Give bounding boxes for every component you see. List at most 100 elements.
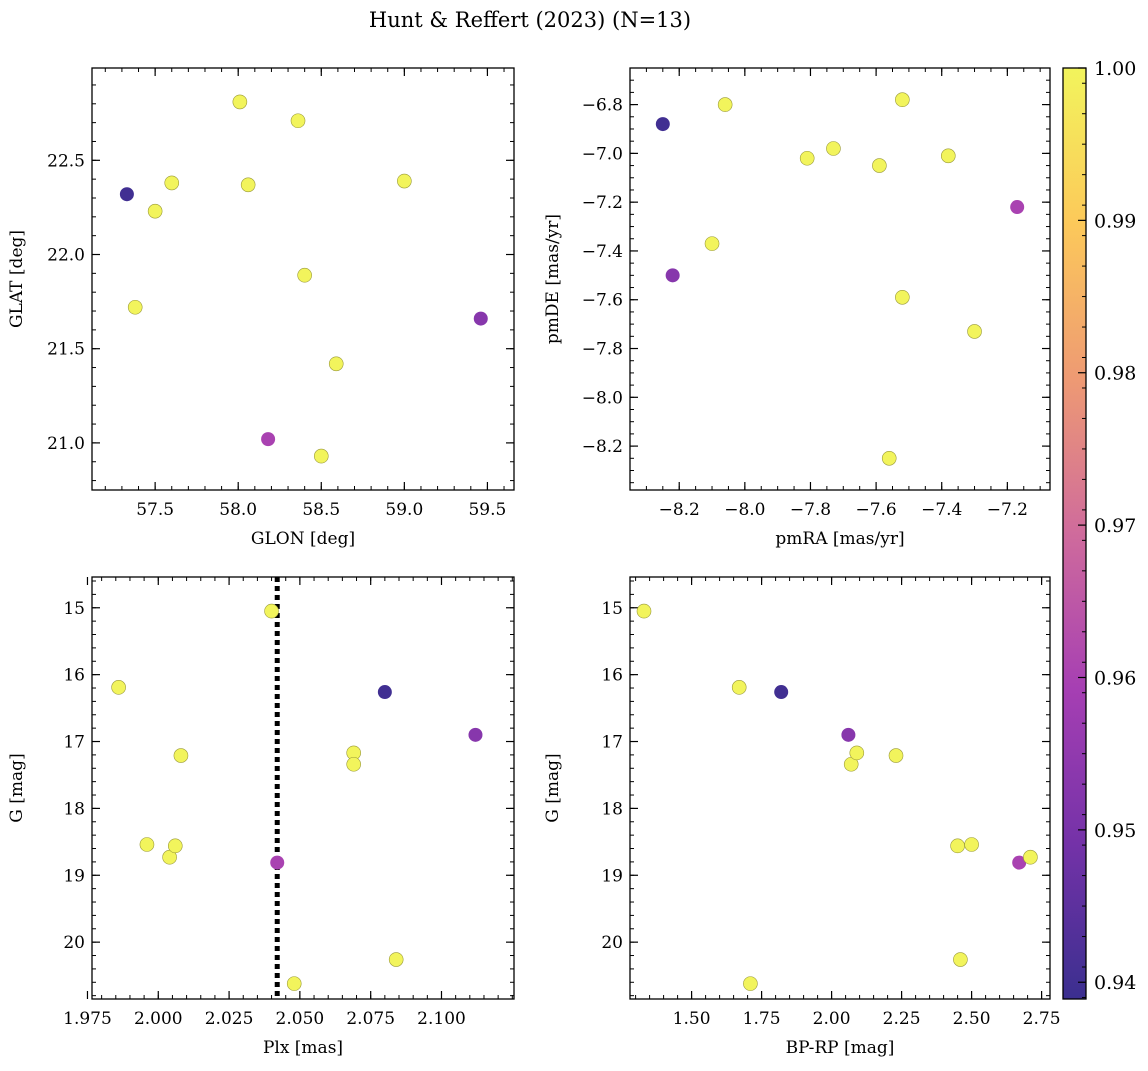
scatter-point [655,117,670,132]
scatter-point [665,268,680,283]
x-tick-label: 58.5 [302,500,340,520]
y-tick-label: −8.2 [582,437,623,457]
x-tick-label: −7.2 [987,500,1028,520]
y-tick-label: 17 [601,733,623,753]
scatter-point [849,745,865,761]
colorbar-tick-label: 0.98 [1094,363,1136,385]
figure-title: Hunt & Reffert (2023) (N=13) [369,8,691,32]
scatter-panel-1: 57.5 58.0 58.5 59.0 59.5 21.0 21.5 22.0 22.5 GLON… [7,67,515,549]
x-axis-label: Plx [mas] [263,1038,343,1058]
x-tick-label: 2.00 [813,1009,851,1029]
y-axis-label: pmDE [mas/yr] [543,214,563,344]
scatter-point [328,356,344,372]
x-tick-label: 58.0 [219,500,257,520]
y-tick-label: −7.0 [582,144,623,164]
scatter-point [232,94,248,110]
y-tick-label: 21.5 [47,340,85,360]
scatter-point [397,173,412,189]
ticks [629,67,1050,490]
scatter-point [964,837,979,852]
scatter-point [388,952,404,967]
colorbar-tick-label: 0.97 [1094,515,1136,537]
scatter-points [636,603,1038,991]
scatter-point [826,141,841,156]
scatter-point [799,150,815,166]
y-tick-label: −7.8 [582,340,623,360]
x-tick-label: −7.4 [921,500,962,520]
y-tick-label: 22.5 [47,151,85,171]
scatter-point [841,727,856,742]
panels: 57.5 58.0 58.5 59.0 59.5 21.0 21.5 22.0 22.5 GLON… [7,67,1061,1058]
scatter-points [655,92,1025,466]
scatter-point [468,727,483,742]
y-tick-label: 18 [63,799,85,819]
plot-frame [91,576,515,1000]
y-tick-label: 16 [63,666,85,686]
y-tick-label: 20 [63,933,85,953]
scatter-points [111,603,483,991]
scatter-point [473,311,488,326]
scatter-point [940,148,956,164]
scatter-point [636,603,652,619]
colorbar-tick-label: 1.00 [1094,58,1136,80]
x-tick-label: 59.5 [468,500,506,520]
ticks [92,68,514,490]
x-tick-label: −8.2 [659,500,700,520]
scatter-point [1010,200,1025,215]
x-tick-label: −8.0 [724,500,765,520]
y-tick-label: 20 [601,933,623,953]
y-tick-label: 15 [63,599,85,619]
y-tick-label: 17 [63,733,85,753]
scatter-panel-2: −8.2 −8.0 −7.8 −7.6 −7.4 −7.2 −8.2 −8.0 −7.8 −7.6… [543,67,1051,549]
x-tick-label: 2.000 [134,1009,183,1029]
x-tick-label: 2.75 [1023,1009,1061,1029]
scatter-point [346,756,361,772]
scatter-point [261,432,276,447]
scatter-point [127,299,143,315]
scatter-point [164,175,180,191]
y-tick-label: 15 [601,599,623,619]
y-tick-label: −8.0 [582,388,623,408]
x-axis-label: BP-RP [mag] [786,1038,895,1058]
plot-frame [91,67,515,491]
scatter-point [953,952,968,967]
plot-frame [629,576,1051,1000]
scatter-point [270,855,285,870]
scatter-point [240,177,256,193]
x-tick-label: 2.050 [276,1009,325,1029]
scatter-panel-4: 1.50 1.75 2.00 2.25 2.50 2.75 15 16 17 18 19 20 BP-R… [543,576,1061,1058]
y-tick-label: 18 [601,799,623,819]
y-axis-label: GLAT [deg] [7,230,27,328]
x-tick-label: −7.8 [790,500,831,520]
y-axis-label: G [mag] [7,753,27,822]
colorbar-tick-label: 0.95 [1094,820,1136,842]
x-tick-label: 57.5 [136,500,174,520]
scatter-point [173,748,189,763]
scatter-point [297,267,312,283]
y-axis-label: G [mag] [543,753,563,822]
x-tick-label: 2.025 [205,1009,254,1029]
scatter-point [774,685,789,700]
y-tick-label: 21.0 [47,434,85,454]
x-tick-label: −7.6 [855,500,896,520]
plot-frame [629,67,1051,491]
x-tick-label: 2.50 [953,1009,991,1029]
colorbar: 0.94 0.95 0.96 0.97 0.98 0.99 1.00 [1062,58,1136,1000]
y-tick-label: 22.0 [47,246,85,266]
scatter-point [881,450,897,466]
x-tick-label: 1.50 [673,1009,711,1029]
scatter-point [895,92,910,108]
x-tick-label: 1.975 [63,1009,112,1029]
scatter-point [119,187,134,202]
x-tick-label: 59.0 [385,500,423,520]
scatter-point [264,603,279,619]
x-tick-label: 2.25 [883,1009,921,1029]
scatter-point [377,685,392,700]
y-tick-label: −6.8 [582,96,623,116]
scatter-point [1012,855,1027,870]
scatter-point [888,748,904,763]
scatter-point [290,113,306,129]
y-tick-label: 16 [601,666,623,686]
